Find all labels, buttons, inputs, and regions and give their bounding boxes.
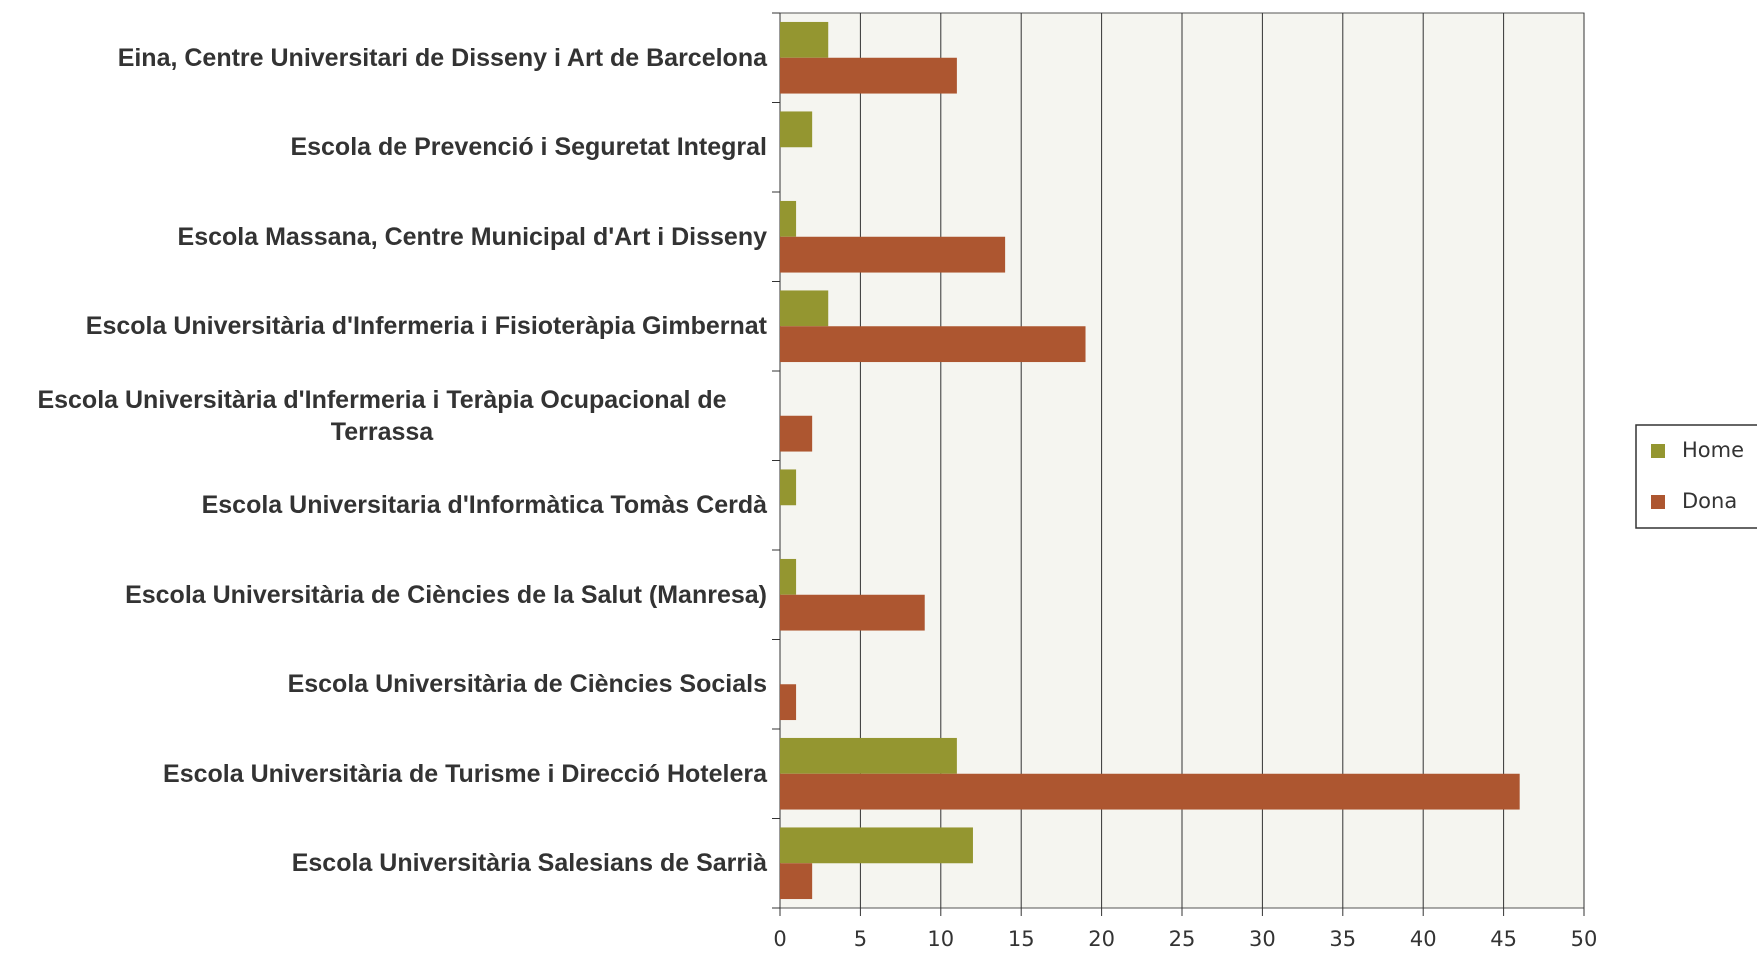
bar	[780, 863, 813, 900]
x-tick-label: 50	[1571, 927, 1598, 951]
legend-label: Dona	[1682, 489, 1737, 513]
bar	[780, 200, 797, 237]
bar	[780, 594, 925, 631]
bar	[780, 469, 797, 506]
bar	[780, 290, 829, 327]
bar	[780, 236, 1006, 273]
y-tick-label: Escola Universitària d'Infermeria i Terà…	[37, 385, 727, 446]
bar	[780, 684, 797, 721]
bar	[780, 111, 813, 148]
bar	[780, 415, 813, 452]
bar	[780, 326, 1086, 363]
x-tick-label: 5	[854, 927, 867, 951]
x-tick-label: 25	[1169, 927, 1196, 951]
y-tick-label: Escola Universitària d'Infermeria i Fisi…	[85, 312, 767, 341]
bar	[780, 21, 829, 58]
x-tick-label: 20	[1088, 927, 1115, 951]
bar	[780, 827, 973, 864]
bar	[780, 737, 957, 774]
x-tick-label: 10	[927, 927, 954, 951]
legend-swatch	[1651, 444, 1665, 458]
y-tick-label: Escola Universitària Salesians de Sarrià	[291, 849, 767, 878]
x-tick-label: 35	[1329, 927, 1356, 951]
y-tick-label: Escola Massana, Centre Municipal d'Art i…	[177, 222, 767, 251]
x-tick-label: 40	[1410, 927, 1437, 951]
bar	[780, 57, 957, 94]
x-tick-label: 0	[773, 927, 786, 951]
y-tick-label: Escola de Prevenció i Seguretat Integral	[290, 133, 767, 162]
legend-label: Home	[1682, 438, 1744, 462]
y-tick-label: Escola Universitària de Ciències Socials	[287, 670, 767, 699]
y-tick-label: Escola Universitaria d'Informàtica Tomàs…	[201, 491, 767, 520]
x-tick-label: 15	[1008, 927, 1035, 951]
bar	[780, 558, 797, 595]
y-tick-label: Escola Universitària de Ciències de la S…	[125, 580, 767, 609]
bar	[780, 773, 1520, 810]
legend-swatch	[1651, 495, 1665, 509]
y-tick-label: Escola Universitària de Turisme i Direcc…	[163, 759, 767, 788]
x-tick-label: 30	[1249, 927, 1276, 951]
x-tick-label: 45	[1490, 927, 1517, 951]
y-tick-label: Eina, Centre Universitari de Disseny i A…	[117, 43, 767, 72]
legend-box	[1635, 424, 1757, 529]
